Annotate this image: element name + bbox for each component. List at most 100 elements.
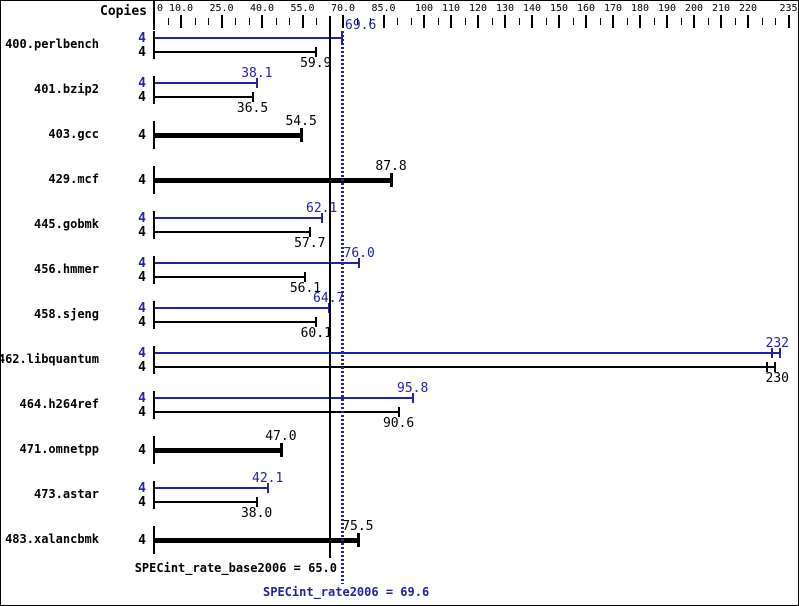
reference-line-peak-label: 69.6 — [345, 18, 377, 33]
value-label: 47.0 — [265, 429, 297, 444]
axis-tick-minor — [316, 18, 317, 25]
axis-tick-major — [261, 15, 263, 28]
peak-bar-endcap — [327, 303, 330, 313]
axis-tick-major — [787, 15, 790, 28]
base-bar — [155, 276, 306, 278]
value-label: 64.7 — [313, 291, 344, 306]
axis-tick-label: 235 — [779, 3, 798, 14]
copies-label: 4 — [138, 256, 146, 271]
row-axis-segment — [153, 166, 155, 194]
axis-tick-major — [153, 15, 155, 28]
copies-label: 4 — [138, 301, 146, 316]
base-bar — [155, 501, 257, 503]
axis-tick-minor — [194, 18, 196, 25]
benchmark-name: 471.omnetpp — [19, 442, 99, 456]
row-axis-segment — [153, 76, 155, 104]
axis-tick-major — [423, 15, 425, 28]
copies-label: 4 — [138, 128, 146, 143]
copies-label: 4 — [138, 211, 146, 226]
base-bar-endcap — [300, 128, 304, 142]
benchmark-name: 464.h264ref — [19, 397, 99, 411]
axis-tick-minor — [680, 18, 682, 25]
benchmark-name: 445.gobmk — [33, 217, 99, 231]
axis-tick-major — [477, 15, 479, 28]
base-bar-endcap — [397, 407, 400, 417]
row-axis-segment — [153, 121, 155, 149]
axis-tick-label: 0 — [157, 3, 164, 14]
base-bar-endcap — [390, 173, 394, 187]
axis-tick-minor — [545, 18, 547, 25]
peak-bar — [155, 307, 329, 309]
axis-tick-major — [531, 15, 533, 28]
base-bar-endcap — [314, 47, 317, 57]
value-label: 42.1 — [252, 471, 284, 486]
base-bar — [155, 321, 317, 323]
value-label: 54.5 — [285, 114, 317, 129]
row-axis-segment — [153, 391, 155, 419]
value-label: 76.0 — [343, 246, 375, 261]
value-label: 232 — [765, 336, 789, 351]
axis-tick-minor — [410, 18, 412, 25]
base-bar-bold — [155, 178, 392, 183]
base-bar-endcap — [251, 92, 254, 102]
base-bar-endcap — [356, 533, 360, 547]
base-bar — [155, 366, 775, 368]
base-bar-bold — [155, 538, 358, 543]
axis-tick-major — [220, 15, 223, 28]
axis-tick-label: 150 — [549, 3, 569, 14]
row-axis-segment — [153, 211, 155, 239]
value-label: 95.8 — [397, 381, 429, 396]
axis-tick-label: 130 — [495, 3, 515, 14]
peak-bar — [155, 352, 781, 354]
row-axis-segment — [153, 256, 155, 284]
axis-tick-major — [612, 15, 614, 28]
axis-tick-minor — [626, 18, 628, 25]
copies-label: 4 — [138, 391, 146, 406]
axis-tick-minor — [167, 18, 169, 25]
value-label: 60.1 — [300, 326, 332, 341]
axis-tick-minor — [599, 18, 601, 25]
peak-bar-runcap — [771, 348, 774, 358]
axis-tick-minor — [356, 18, 358, 25]
axis-tick-major — [504, 15, 506, 28]
base-bar — [155, 411, 399, 413]
peak-bar-endcap — [255, 78, 258, 88]
benchmark-name: 456.hmmer — [33, 262, 99, 276]
axis-tick-minor — [707, 18, 709, 25]
value-label: 75.5 — [342, 519, 374, 534]
axis-tick-major — [301, 15, 304, 28]
peak-bar — [155, 217, 322, 219]
copies-label: 4 — [138, 346, 146, 361]
copies-label: 4 — [138, 173, 146, 188]
copies-label: 4 — [138, 76, 146, 91]
axis-tick-label: 120 — [468, 3, 488, 14]
row-axis-segment — [153, 481, 155, 509]
base-bar-endcap — [255, 497, 258, 507]
axis-tick-minor — [208, 18, 209, 25]
benchmark-name: 429.mcf — [48, 172, 99, 186]
benchmark-name: 473.astar — [33, 487, 99, 501]
row-axis-segment — [153, 526, 155, 554]
value-label: 36.5 — [236, 101, 269, 116]
base-bar-bold — [155, 133, 302, 138]
axis-tick-minor — [491, 18, 493, 25]
row-axis-segment — [153, 346, 155, 374]
reference-line-base-mean — [329, 16, 331, 558]
row-axis-segment — [153, 436, 155, 464]
copies-label: 4 — [138, 443, 146, 458]
peak-bar-endcap — [358, 258, 361, 268]
value-label: 87.8 — [375, 159, 407, 174]
axis-tick-label: 160 — [576, 3, 596, 14]
base-bar-runcap — [766, 362, 768, 372]
axis-tick-minor — [437, 18, 439, 25]
copies-label: 4 — [138, 360, 146, 375]
copies-label: 4 — [138, 533, 146, 548]
axis-tick-label: 200 — [684, 3, 704, 14]
copies-label: 4 — [138, 90, 146, 105]
axis-tick-minor — [235, 18, 236, 25]
axis-tick-minor — [464, 18, 466, 25]
peak-bar-endcap — [320, 213, 323, 223]
axis-tick-major — [585, 15, 587, 28]
value-label: 59.9 — [300, 56, 332, 71]
